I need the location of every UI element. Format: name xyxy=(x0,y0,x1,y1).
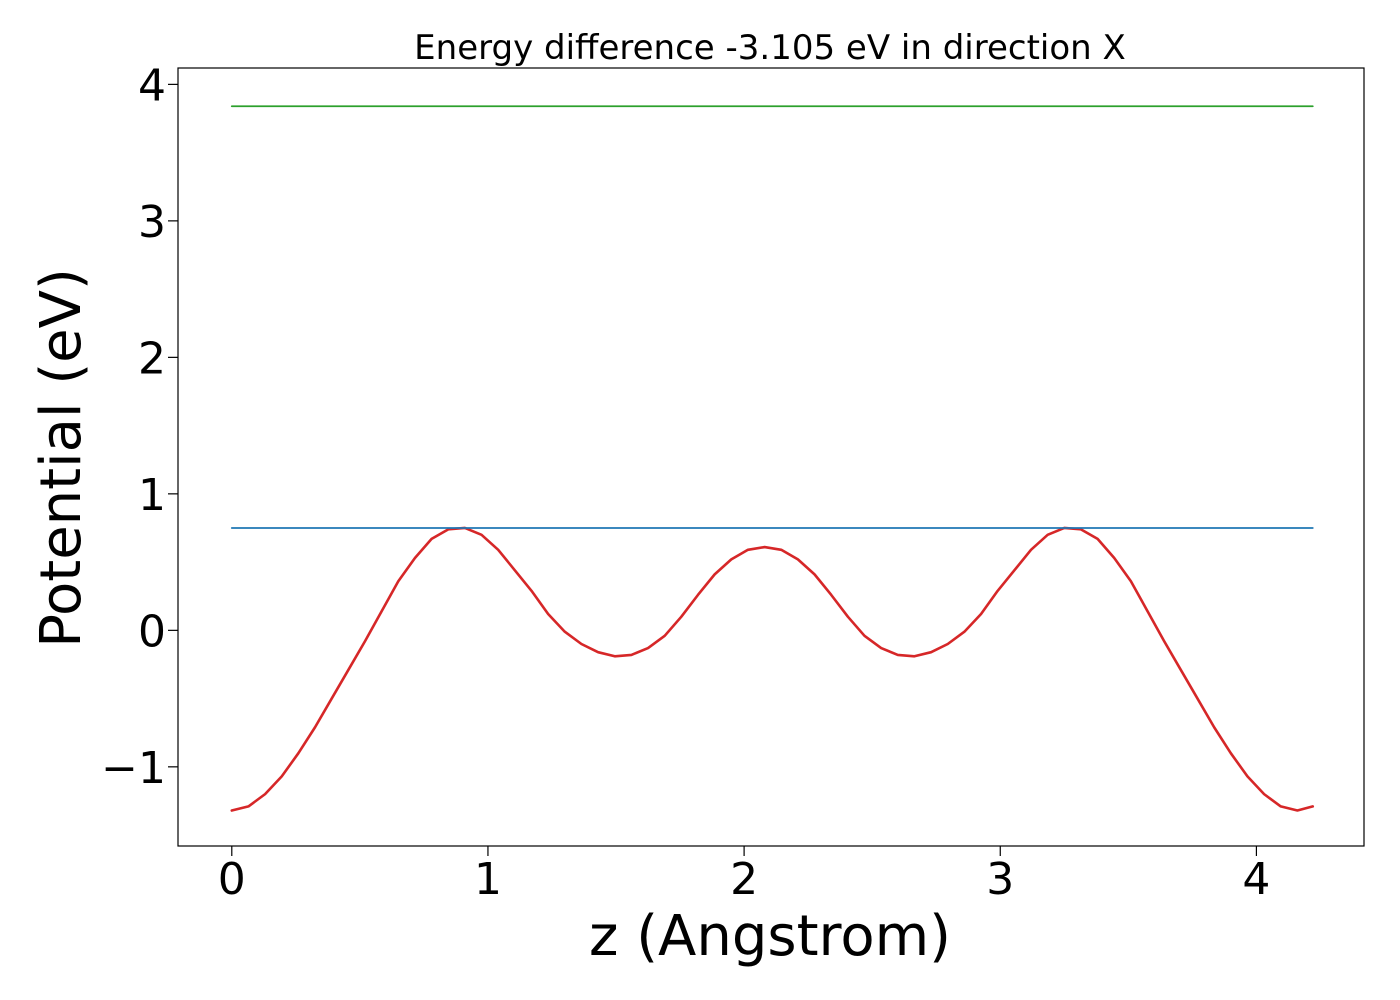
series-layer xyxy=(230,105,1315,812)
x-tick-label: 1 xyxy=(474,854,502,905)
y-tick-label: −1 xyxy=(101,743,166,794)
x-axis: 0 1 2 3 4 xyxy=(218,846,1270,905)
y-tick-label: 0 xyxy=(138,606,166,657)
y-axis-label: Potential (eV) xyxy=(29,268,94,648)
series-line-1 xyxy=(230,526,1315,812)
x-axis-label: z (Angstrom) xyxy=(589,904,951,969)
x-tick-label: 0 xyxy=(218,854,246,905)
y-tick-label: 1 xyxy=(138,470,166,521)
y-axis: −1 0 1 2 3 4 xyxy=(101,60,178,794)
chart-title: Energy difference -3.105 eV in direction… xyxy=(414,28,1126,68)
y-tick-label: 2 xyxy=(138,333,166,384)
y-tick-label: 4 xyxy=(138,60,166,111)
plot-frame xyxy=(177,67,1365,847)
x-tick-label: 4 xyxy=(1242,854,1270,905)
x-tick-label: 3 xyxy=(986,854,1014,905)
x-tick-label: 2 xyxy=(730,854,758,905)
y-tick-label: 3 xyxy=(138,197,166,248)
